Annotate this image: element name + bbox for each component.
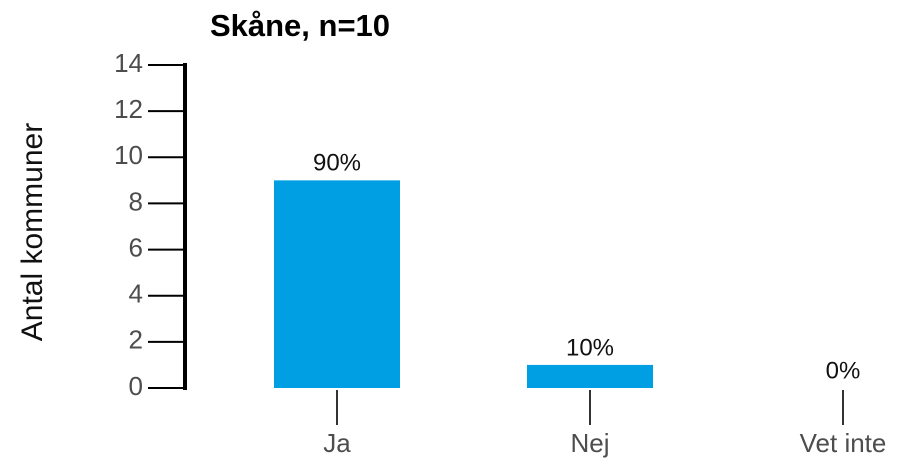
y-tick-label: 14	[114, 48, 143, 78]
bar	[274, 180, 400, 388]
y-tick-label: 2	[129, 325, 143, 355]
y-tick-label: 4	[129, 279, 143, 309]
bar	[527, 364, 653, 388]
chart-title: Skåne, n=10	[210, 8, 390, 43]
value-label: 10%	[566, 334, 614, 361]
y-tick-label: 0	[129, 371, 143, 401]
y-tick-label: 10	[114, 140, 143, 170]
value-label: 90%	[313, 150, 361, 177]
y-axis-label: Antal kommuner	[16, 123, 49, 341]
y-tick-label: 12	[114, 94, 143, 124]
x-tick-label: Vet inte	[800, 428, 887, 458]
y-tick-label: 8	[129, 186, 143, 216]
x-tick-label: Ja	[323, 428, 351, 458]
x-tick-label: Nej	[570, 428, 609, 458]
value-label: 0%	[826, 357, 861, 384]
y-tick-label: 6	[129, 232, 143, 262]
